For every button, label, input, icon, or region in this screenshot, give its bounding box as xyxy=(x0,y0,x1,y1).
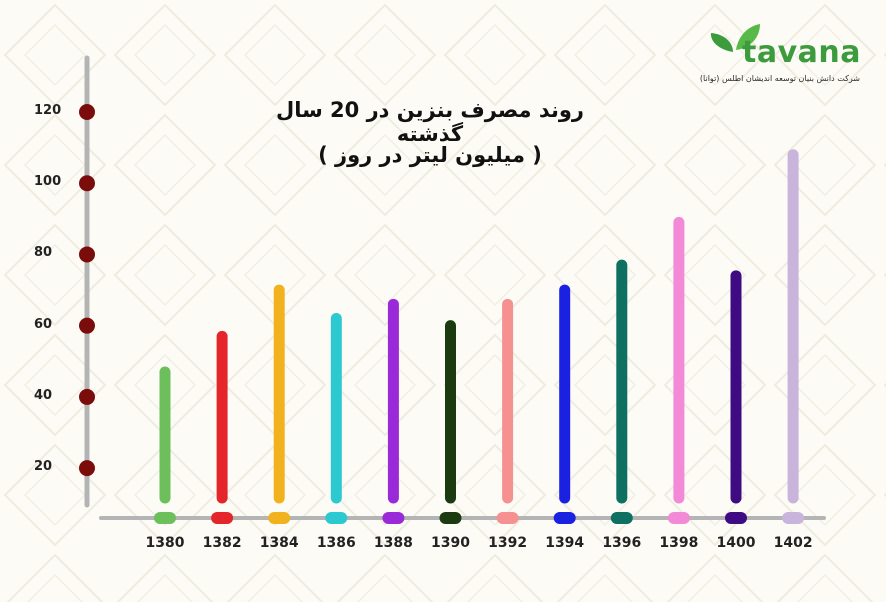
bar-base-1384 xyxy=(268,512,291,524)
bar-base-1402 xyxy=(782,512,805,524)
y-tick-label: 20 xyxy=(34,459,53,475)
x-tick-label: 1398 xyxy=(659,535,699,551)
bar-base-1398 xyxy=(667,512,690,524)
bar-base-1388 xyxy=(382,512,405,524)
x-tick-label: 1392 xyxy=(488,535,528,551)
bar-base-1380 xyxy=(154,512,176,524)
y-tick-label: 120 xyxy=(34,103,62,118)
y-tick-marker xyxy=(79,460,95,477)
y-tick-marker xyxy=(79,246,95,263)
chart-subtitle: ( میلیون لیتر در روز ) xyxy=(318,143,542,167)
y-tick-label: 80 xyxy=(34,245,53,261)
x-tick-label: 1384 xyxy=(259,535,299,551)
y-tick-marker xyxy=(79,104,95,120)
bar-base-1390 xyxy=(439,512,462,524)
y-tick-marker xyxy=(79,175,95,192)
x-tick-label: 1394 xyxy=(545,535,585,551)
x-tick-label: 1388 xyxy=(373,535,413,551)
bar-base-1382 xyxy=(211,512,234,524)
bar-base-1394 xyxy=(553,512,576,524)
bars xyxy=(154,149,805,524)
y-tick-label: 100 xyxy=(34,174,62,190)
y-tick-label: 40 xyxy=(34,387,53,403)
chart-title: روند مصرف بنزین در 20 سال گذشته xyxy=(275,98,585,146)
markers xyxy=(79,104,95,477)
x-tick-label: 1396 xyxy=(602,535,642,551)
bar-base-1400 xyxy=(725,512,747,524)
x-tick-label: 1400 xyxy=(716,535,756,551)
x-tick-label: 1382 xyxy=(202,535,242,551)
bar-base-1396 xyxy=(610,512,633,524)
y-tick-marker xyxy=(79,317,95,334)
tavana-logo-icon xyxy=(710,24,760,52)
bar-base-1386 xyxy=(325,512,348,524)
bar-base-1392 xyxy=(496,512,519,524)
brand-name: tavana xyxy=(742,35,861,70)
y-tick-marker xyxy=(79,388,95,405)
x-tick-label: 1390 xyxy=(431,535,470,551)
y-tick-label: 60 xyxy=(34,316,53,332)
x-tick-label: 1380 xyxy=(145,535,185,551)
x-tick-label: 1402 xyxy=(773,535,813,551)
brand-tagline: شرکت دانش بنیان توسعه اندیشان اطلس (توان… xyxy=(699,74,860,83)
x-tick-label: 1386 xyxy=(316,535,356,551)
